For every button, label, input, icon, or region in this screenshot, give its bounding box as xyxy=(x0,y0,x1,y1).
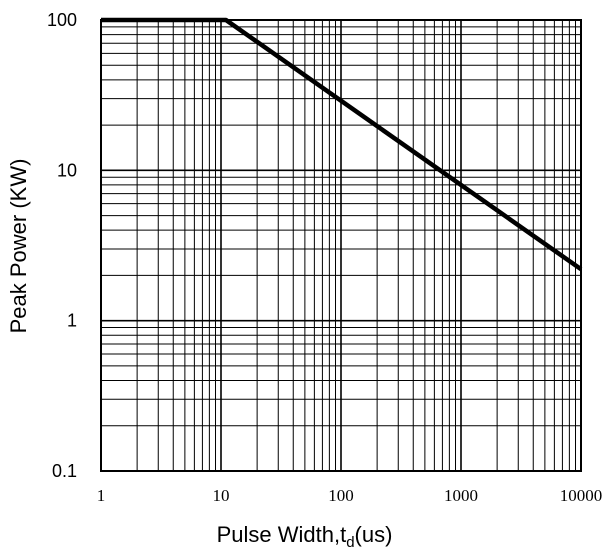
x-tick-label: 10 xyxy=(213,486,230,505)
x-axis-label-suffix: (us) xyxy=(354,522,393,547)
y-tick-label: 10 xyxy=(57,160,77,180)
plot-area-frame xyxy=(100,19,582,472)
series-line xyxy=(101,17,583,272)
y-axis-label-container: Peak Power (KW) xyxy=(2,0,36,559)
y-axis-label: Peak Power (KW) xyxy=(6,158,31,334)
y-tick-label: 1 xyxy=(67,311,77,331)
y-tick-label: 0.1 xyxy=(52,461,77,481)
y-tick-label: 100 xyxy=(47,10,77,30)
x-tick-label: 10000 xyxy=(560,486,603,505)
x-axis-label-subscript: d xyxy=(346,534,355,551)
x-tick-label: 1 xyxy=(97,486,106,505)
x-axis-label-main: Pulse Width,t xyxy=(216,522,347,547)
x-tick-label: 1000 xyxy=(444,486,478,505)
x-tick-label: 100 xyxy=(328,486,354,505)
x-axis-label: Pulse Width,td(us) xyxy=(0,522,609,551)
